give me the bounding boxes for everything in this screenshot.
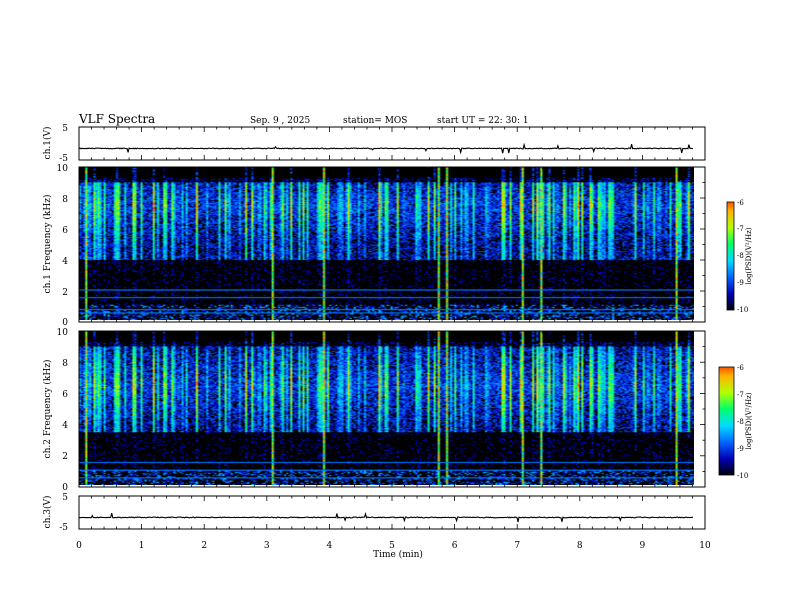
ch1-ytick-4: 4 [62, 257, 68, 267]
ch1-colorbar [727, 202, 734, 310]
ch3-waveform-line [79, 511, 693, 523]
x-tick-label: 3 [264, 541, 270, 551]
ch1-cb-tick-10: -10 [737, 306, 748, 314]
x-tick-label: 6 [452, 541, 458, 551]
ch3-ytick-bottom: -5 [59, 523, 68, 533]
time-axis: 0 1 2 3 4 5 6 7 8 9 10 [76, 127, 711, 551]
start-ut-label: start UT = 22: 30: 1 [437, 116, 529, 126]
date-label: Sep. 9 , 2025 [250, 116, 310, 126]
x-tick-label: 10 [699, 541, 711, 551]
ch2-colorbar-frame [718, 366, 735, 476]
x-tick-label: 7 [514, 541, 520, 551]
ch2-cb-tick-9: -9 [737, 445, 744, 453]
x-tick-label: 2 [201, 541, 207, 551]
ch1-ytick-bottom: -5 [59, 154, 68, 164]
ch1-cb-tick-9: -9 [737, 279, 744, 287]
ch1-ytick-10: 10 [57, 164, 69, 174]
ch1-spectrogram-panel: 0 2 4 6 8 10 ch.1 Frequency (kHz) -6 -7 … [42, 164, 753, 328]
ch1-waveform-ylabel: ch.1(V) [42, 127, 53, 160]
ch3-waveform-frame [78, 495, 706, 530]
ch1-spectrogram-image [79, 167, 694, 320]
ch3-ytick-top: 5 [62, 493, 68, 503]
figure-title: VLF Spectra [78, 112, 155, 126]
ch3-waveform-panel: 5 -5 ch.3(V) [42, 493, 706, 533]
ch2-ytick-10: 10 [57, 328, 69, 338]
ch1-waveform-frame [78, 126, 706, 161]
ch2-ytick-0: 0 [62, 483, 68, 493]
ch2-ytick-4: 4 [62, 421, 68, 431]
ch1-cb-tick-7: -7 [737, 225, 744, 233]
ch2-cb-tick-7: -7 [737, 391, 744, 399]
ch1-cb-tick-8: -8 [737, 252, 744, 260]
ch1-spectrogram-ylabel: ch.1 Frequency (kHz) [42, 195, 53, 294]
ch2-cb-tick-10: -10 [737, 472, 748, 480]
ch1-cb-tick-6: -6 [737, 199, 744, 207]
ch2-spectrogram-ylabel: ch.2 Frequency (kHz) [42, 360, 53, 459]
x-tick-label: 5 [389, 541, 395, 551]
ch1-ytick-top: 5 [62, 124, 68, 134]
x-tick-label: 4 [327, 541, 333, 551]
x-tick-label: 9 [640, 541, 646, 551]
x-tick-label: 8 [577, 541, 583, 551]
ch2-ytick-8: 8 [62, 359, 68, 369]
ch1-colorbar-label: log(PSD)(V²/Hz) [745, 227, 753, 284]
ch1-waveform-line [78, 142, 694, 155]
ch2-cb-tick-8: -8 [737, 418, 744, 426]
ch1-ytick-0: 0 [62, 318, 68, 328]
ch1-colorbar-frame [726, 201, 735, 311]
ch2-spectrogram-image [79, 331, 694, 485]
ch1-ytick-2: 2 [62, 288, 68, 298]
station-label: station= MOS [343, 116, 407, 126]
ch1-ytick-8: 8 [62, 195, 68, 205]
ch2-spectrogram-panel: 0 2 4 6 8 10 ch.2 Frequency (kHz) -6 -7 … [42, 328, 753, 493]
ch3-waveform-ylabel: ch.3(V) [42, 496, 53, 529]
x-axis-label: Time (min) [373, 549, 423, 560]
ch2-ytick-6: 6 [62, 390, 68, 400]
x-tick-label: 1 [139, 541, 145, 551]
ch1-ytick-6: 6 [62, 226, 68, 236]
ch2-ytick-2: 2 [62, 452, 68, 462]
ch2-colorbar-label: log(PSD)(V²/Hz) [745, 392, 753, 449]
ch2-colorbar [719, 367, 734, 475]
ch2-cb-tick-6: -6 [737, 364, 744, 372]
ch1-waveform-panel: 5 -5 ch.1(V) [42, 124, 706, 164]
x-tick-label: 0 [76, 541, 82, 551]
